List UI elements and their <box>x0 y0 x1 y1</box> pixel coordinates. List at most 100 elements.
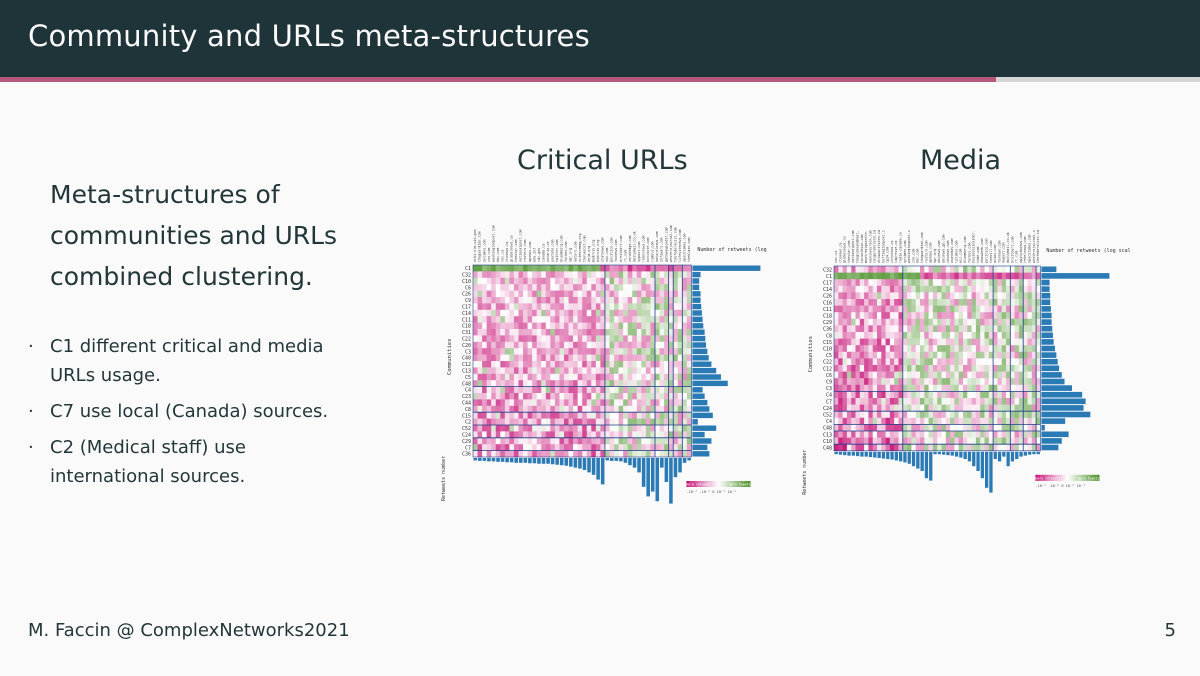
heatmap-cell <box>1027 358 1033 366</box>
heatmap-cell <box>932 411 938 419</box>
column-label: breitbart.com <box>1010 236 1014 263</box>
bullet-key: C1 <box>50 336 75 357</box>
heatmap-cell <box>668 309 674 317</box>
heatmap-cell <box>1014 365 1020 372</box>
heatmap-cell <box>967 345 972 353</box>
heatmap-cell <box>877 305 882 313</box>
heatmap-cell <box>954 424 959 432</box>
heatmap-cell <box>928 371 934 379</box>
heatmap-cell <box>1031 292 1037 300</box>
heatmap-cell <box>664 373 669 381</box>
heatmap-cell <box>545 431 551 439</box>
heatmap-cell <box>623 450 628 458</box>
heatmap-cell <box>627 322 633 330</box>
heatmap-cell <box>993 358 998 366</box>
heatmap-cell <box>618 437 624 445</box>
heatmap-cell <box>491 354 497 362</box>
heatmap-cell <box>915 417 921 425</box>
heatmap-cell <box>958 371 964 379</box>
heatmap-cell <box>980 417 985 425</box>
heatmap-cell <box>945 444 951 452</box>
heatmap-cell <box>941 332 947 339</box>
heatmap-cell <box>545 354 551 362</box>
heatmap-cell <box>682 367 688 375</box>
column-label: rt.com <box>1015 251 1019 263</box>
heatmap-cell <box>641 373 647 381</box>
heatmap-cell <box>627 316 633 323</box>
heatmap-cell <box>941 338 947 346</box>
heatmap-cell <box>645 341 651 349</box>
row-label: C1 <box>826 274 832 280</box>
heatmap-cell <box>482 425 487 432</box>
heatmap-cell <box>958 285 964 293</box>
heatmap-cell <box>838 411 843 419</box>
heatmap-cell <box>677 380 683 387</box>
heatmap-cell <box>614 354 619 362</box>
heatmap-cell <box>868 279 873 287</box>
heatmap-cell <box>937 338 942 346</box>
heatmap-cell <box>668 373 674 381</box>
heatmap-cell <box>677 271 683 279</box>
heatmap-cell <box>641 437 647 445</box>
heatmap-cell <box>975 299 981 306</box>
heatmap-cell <box>945 398 951 405</box>
retweet-bar <box>692 406 710 412</box>
heatmap-cell <box>568 329 574 336</box>
heatmap-cell <box>627 335 633 343</box>
heatmap-cell <box>1001 417 1007 425</box>
heatmap-cell <box>855 325 861 333</box>
heatmap-cell <box>859 404 865 412</box>
heatmap-cell <box>545 265 551 272</box>
heatmap-cell <box>632 393 638 400</box>
heatmap-cell <box>889 338 895 346</box>
heatmap-cell <box>1006 437 1011 445</box>
heatmap-cell <box>1014 444 1020 452</box>
count-bar <box>628 458 632 466</box>
heatmap-cell <box>842 365 848 372</box>
heatmap-cell <box>1001 398 1007 405</box>
retweet-bar <box>1041 418 1066 424</box>
heatmap-cell <box>677 425 683 432</box>
heatmap-cell <box>868 305 873 313</box>
heatmap-cell <box>645 412 651 419</box>
heatmap-cell <box>958 272 964 280</box>
heatmap-cell <box>618 329 624 336</box>
heatmap-cell <box>664 399 669 407</box>
heatmap-cell <box>486 354 492 362</box>
heatmap-cell <box>980 391 985 399</box>
heatmap-cell <box>636 380 642 387</box>
heatmap-cell <box>993 299 998 306</box>
heatmap-cell <box>641 380 647 387</box>
heatmap-cell <box>941 351 947 359</box>
heatmap-cell <box>898 431 904 438</box>
heatmap-cell <box>559 265 565 272</box>
heatmap-cell <box>842 345 848 353</box>
heatmap-cell <box>902 411 908 419</box>
heatmap-cell <box>941 404 947 412</box>
heatmap-cell <box>668 361 674 368</box>
heatmap-cell <box>641 444 647 451</box>
heatmap-cell <box>645 348 651 355</box>
column-label: westernjournal.com <box>669 225 673 262</box>
heatmap-cell <box>591 380 597 387</box>
heatmap-cell <box>623 437 628 445</box>
heatmap-cell <box>997 325 1002 333</box>
heatmap-cell <box>527 361 533 368</box>
heatmap-cell <box>842 299 848 306</box>
heatmap-cell <box>650 399 656 407</box>
heatmap-cell <box>911 424 916 432</box>
heatmap-cell <box>911 411 916 419</box>
heatmap-cell <box>595 309 601 317</box>
heatmap-cell <box>568 277 574 285</box>
heatmap-cell <box>1036 378 1041 386</box>
count-bar <box>500 458 505 462</box>
heatmap-cell <box>988 358 994 366</box>
heatmap-cell <box>958 365 964 372</box>
heatmap-cell <box>495 297 501 304</box>
heatmap-cell <box>1006 391 1011 399</box>
count-bar <box>834 451 838 455</box>
heatmap-cell <box>559 444 565 451</box>
heatmap-cell <box>838 266 843 273</box>
heatmap-cell <box>971 417 977 425</box>
heatmap-cell <box>668 380 674 387</box>
